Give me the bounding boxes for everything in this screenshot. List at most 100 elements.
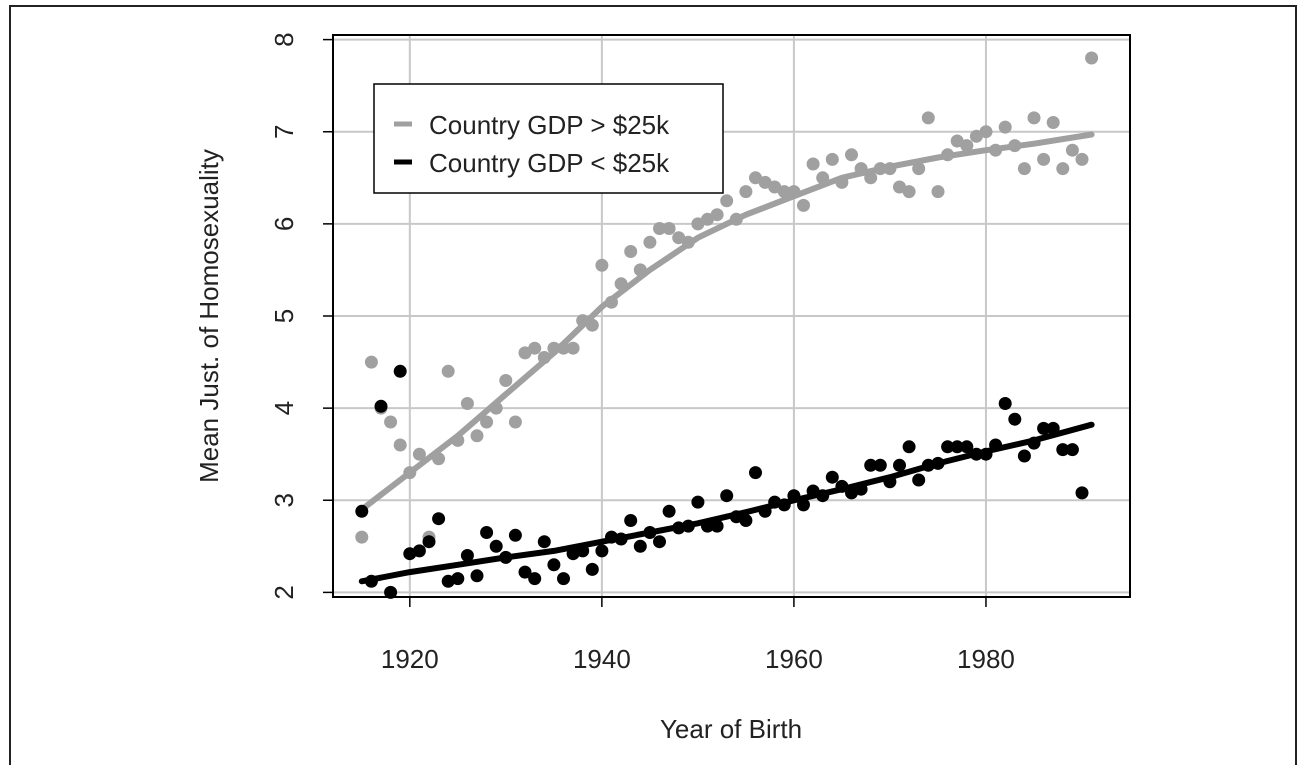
y-tick-label-7: 7 [269,125,299,139]
point-series-1-1969 [873,458,887,472]
point-series-0-1961 [797,198,810,212]
point-series-0-1935 [547,341,561,355]
legend-label-gdp-high: Country GDP > $25k [429,110,670,140]
point-series-0-1940 [595,258,609,272]
point-series-1-1987 [1046,421,1060,435]
point-series-0-1927 [470,429,484,443]
point-series-0-1991 [1085,51,1099,65]
point-series-1-1984 [1017,449,1031,463]
point-series-1-1921 [412,544,426,558]
point-series-1-1978 [960,440,974,454]
point-series-0-1946 [653,222,666,235]
point-series-0-1943 [624,245,638,258]
point-series-0-1968 [864,171,878,185]
point-series-1-1922 [422,535,436,549]
point-series-1-1964 [825,470,839,484]
point-series-1-1989 [1065,443,1079,457]
point-series-0-1925 [451,433,465,447]
point-series-0-1986 [1037,152,1051,166]
point-series-0-1976 [941,148,955,162]
point-series-0-1966 [845,148,858,162]
point-series-0-1969 [873,162,887,176]
x-tick-label-1920: 1920 [381,644,439,674]
point-series-1-1951 [701,519,714,533]
point-series-1-1940 [595,544,609,558]
point-series-0-1929 [489,401,503,415]
point-series-0-1934 [537,351,551,364]
point-series-0-1947 [662,222,676,235]
point-series-0-1931 [508,415,522,429]
point-series-0-1924 [441,364,455,378]
point-series-0-1916 [364,355,378,369]
point-series-1-1917 [374,399,388,413]
point-series-1-1959 [777,498,791,512]
point-series-1-1976 [941,440,955,454]
point-series-1-1927 [470,569,484,583]
point-series-0-1936 [557,341,570,355]
point-series-0-1945 [643,235,657,249]
point-series-0-1937 [566,341,580,355]
point-series-0-1980 [979,125,993,139]
point-series-0-1974 [921,111,935,125]
point-series-1-1985 [1027,436,1041,450]
point-series-0-1923 [432,452,446,466]
point-series-0-1920 [403,466,417,480]
trend-lines [358,131,1095,585]
point-series-1-1929 [489,539,503,553]
point-series-0-1962 [806,157,820,171]
point-series-1-1934 [537,535,551,549]
point-series-1-1973 [912,473,926,487]
point-series-1-1979 [969,447,983,461]
point-series-0-1926 [460,397,474,410]
point-series-1-1967 [854,482,868,496]
point-series-0-1944 [633,263,647,277]
point-series-1-1923 [432,512,446,526]
point-series-0-1973 [912,162,926,176]
y-tick-label-2: 2 [269,585,299,599]
point-series-0-1964 [825,152,839,166]
point-series-0-1989 [1065,143,1079,157]
point-series-0-1949 [681,235,695,249]
point-series-1-1915 [355,504,369,518]
point-series-1-1971 [893,458,906,472]
point-series-0-1953 [720,194,734,208]
point-series-0-1987 [1046,116,1060,129]
figure-frame [9,5,1297,765]
point-series-1-1952 [710,519,724,533]
point-series-1-1972 [902,440,916,454]
y-tick-label-6: 6 [269,217,299,231]
point-series-0-1952 [710,208,724,222]
point-series-0-1972 [902,185,916,199]
point-series-0-1921 [412,447,426,461]
legend-label-gdp-low: Country GDP < $25k [429,148,670,178]
point-series-0-1982 [998,120,1012,134]
point-series-0-1939 [585,318,599,332]
point-series-1-1916 [364,574,378,588]
x-tick-label-1940: 1940 [573,644,631,674]
point-series-1-1938 [576,544,590,558]
point-series-0-1954 [729,212,743,226]
x-tick-label-1960: 1960 [765,644,823,674]
point-series-0-1959 [777,185,791,199]
point-series-1-1943 [624,514,638,527]
point-series-1-1930 [499,550,513,564]
x-tick-label-1980: 1980 [957,644,1015,674]
point-series-1-1932 [518,565,532,579]
point-series-1-1933 [528,572,542,586]
point-series-1-1962 [806,484,820,498]
y-tick-label-8: 8 [269,32,299,46]
point-series-1-1925 [451,572,465,586]
point-series-1-1936 [557,572,570,586]
point-series-1-1963 [816,489,830,503]
point-series-1-1939 [585,562,599,576]
point-series-0-1978 [960,139,974,153]
point-series-1-1965 [835,479,849,493]
point-series-0-1933 [528,341,542,355]
point-series-1-1935 [547,558,561,572]
point-series-1-1977 [950,440,964,454]
point-series-0-1988 [1056,162,1070,176]
point-series-1-1949 [681,519,695,533]
point-series-0-1965 [835,175,849,189]
trend-line-series-1 [358,421,1095,585]
point-series-0-1981 [989,143,1003,157]
